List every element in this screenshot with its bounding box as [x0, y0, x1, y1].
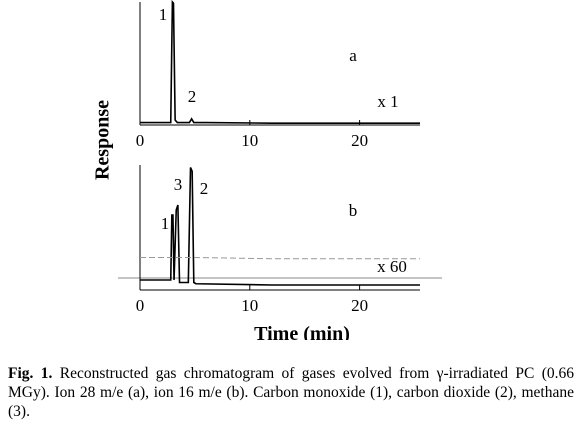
x-tick-label: 10 [241, 131, 258, 150]
annotation: b [349, 201, 358, 220]
x-axis-label: Time (min) [254, 323, 350, 340]
annotation: x 1 [377, 92, 398, 111]
annotation: 2 [200, 179, 209, 198]
x-tick-label: 0 [136, 131, 145, 150]
x-tick-label: 20 [351, 296, 368, 315]
y-axis-label: Response [92, 100, 114, 180]
annotation: a [349, 46, 357, 65]
annotation: x 60 [377, 257, 407, 276]
x-tick-label: 10 [241, 296, 258, 315]
annotation: 1 [161, 214, 170, 233]
x-tick-label: 0 [136, 296, 145, 315]
annotation: 1 [159, 5, 168, 24]
annotation: 2 [188, 87, 197, 106]
caption: Fig. 1. Reconstructed gas chromatogram o… [8, 364, 574, 421]
trace [140, 167, 420, 286]
caption-label: Fig. 1. [8, 365, 53, 382]
caption-text: Reconstructed gas chromatogram of gases … [8, 365, 574, 420]
x-tick-label: 20 [351, 131, 368, 150]
trace [140, 257, 420, 260]
trace [140, 0, 420, 124]
annotation: 3 [174, 175, 183, 194]
